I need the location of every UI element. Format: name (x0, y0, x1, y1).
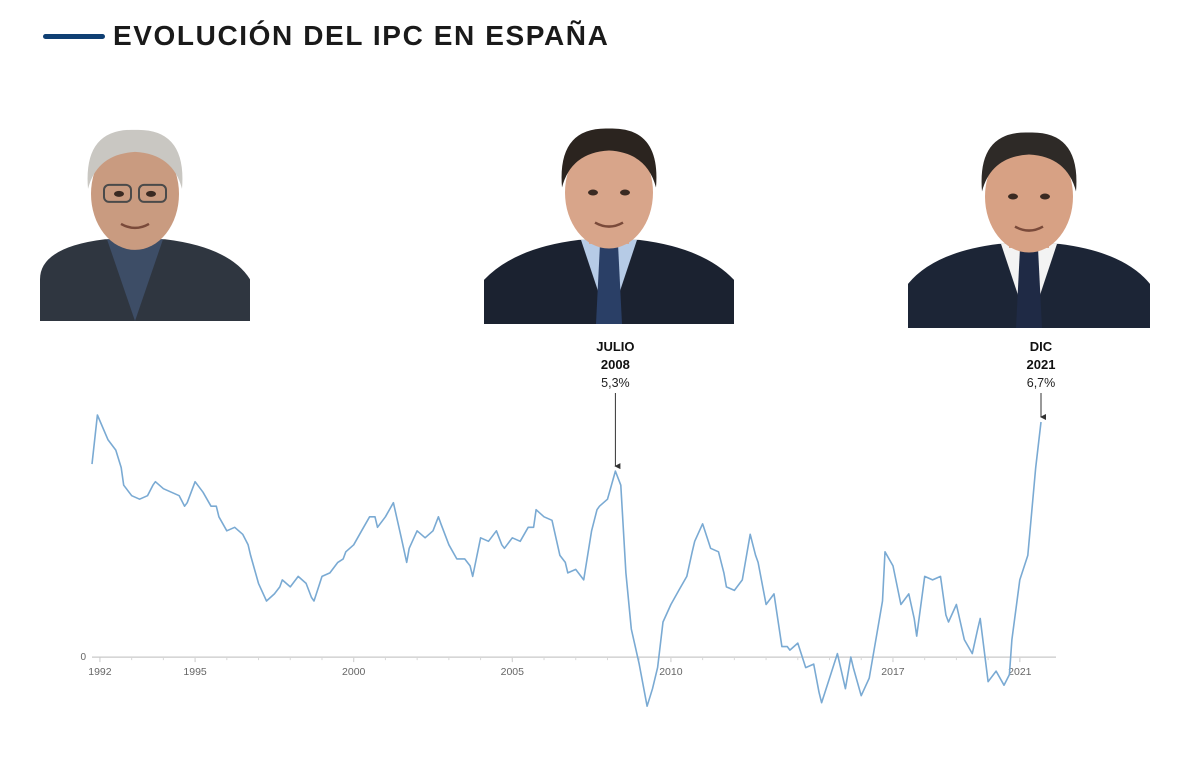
x-tick-label: 1992 (88, 666, 112, 678)
annotation-month: DIC (1030, 339, 1053, 354)
hair-shape (561, 128, 657, 188)
glasses-right (138, 183, 167, 203)
hair-shape (87, 129, 183, 189)
eye-left (114, 190, 124, 197)
annotation-year: 2008 (601, 357, 630, 372)
face-shape (985, 140, 1073, 253)
mouth-shape (594, 221, 624, 228)
portrait-2008 (484, 112, 734, 324)
eye-left (1008, 193, 1018, 200)
eye-right (1040, 193, 1050, 200)
annotation-2008: JULIO 2008 5,3% (596, 339, 635, 470)
hair-shape (981, 132, 1077, 192)
x-tick-label: 1995 (183, 666, 207, 678)
y-tick-label: 0 (80, 652, 86, 663)
portrait-1992 (40, 116, 250, 321)
portrait-2021 (908, 116, 1150, 328)
annotation-value: 5,3% (601, 376, 630, 390)
face-shape (565, 136, 653, 249)
glasses-left (103, 183, 132, 203)
shirt-shape (107, 239, 163, 321)
eye-right (620, 189, 630, 196)
annotation-2021: DIC 2021 6,7% (1027, 339, 1056, 421)
x-tick-label: 2005 (501, 666, 525, 678)
eye-left (588, 189, 598, 196)
annotation-value: 6,7% (1027, 376, 1056, 390)
page-title: EVOLUCIÓN DEL IPC EN ESPAÑA (113, 20, 610, 51)
x-tick-label: 2017 (881, 666, 905, 678)
header: EVOLUCIÓN DEL IPC EN ESPAÑA (43, 16, 609, 56)
x-tick-label: 2010 (659, 666, 683, 678)
title-accent-bar (43, 33, 105, 39)
annotation-month: JULIO (596, 339, 634, 354)
tie-shape (1016, 247, 1042, 328)
ipc-series-line (91, 414, 1042, 707)
tie-shape (596, 243, 622, 324)
mouth-shape (120, 222, 150, 230)
face-shape (91, 137, 179, 250)
mouth-shape (1014, 225, 1044, 232)
x-tick-label: 2021 (1008, 666, 1032, 678)
eye-right (146, 190, 156, 197)
annotation-year: 2021 (1027, 357, 1056, 372)
x-tick-label: 2000 (342, 666, 366, 678)
